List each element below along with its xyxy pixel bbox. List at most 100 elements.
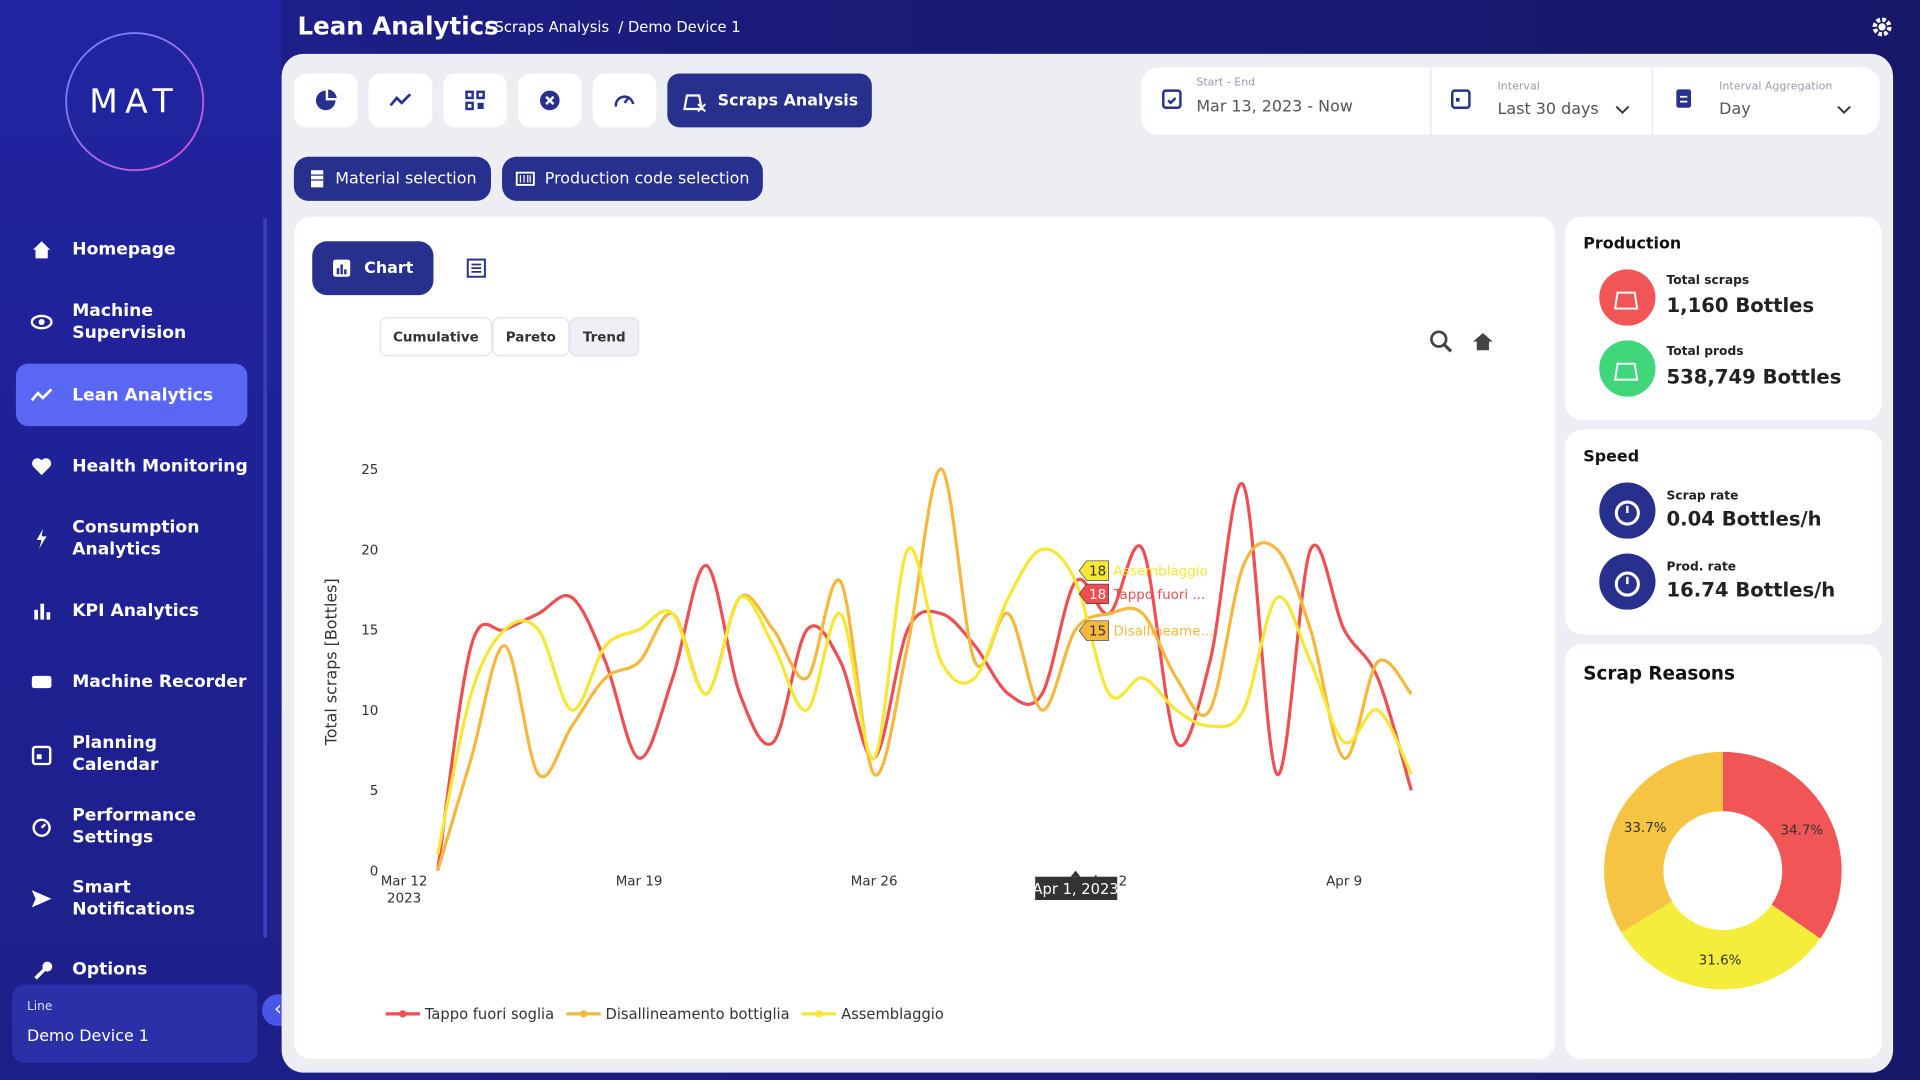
pie-label: 34.7% <box>1780 823 1823 838</box>
selector-button[interactable]: Material selection <box>293 156 492 201</box>
menu-item[interactable]: Performance Settings <box>16 796 247 857</box>
icon <box>31 675 52 689</box>
dropdown-icon[interactable] <box>1614 104 1631 116</box>
menu-item[interactable]: Planning Calendar <box>16 724 247 785</box>
stat-value: 1,160 Bottles <box>1666 293 1815 318</box>
hover-label: Assemblaggio <box>1114 565 1208 580</box>
icon <box>310 170 324 188</box>
reset-icon[interactable] <box>1471 329 1495 353</box>
menu-label: KPI Analytics <box>72 601 199 621</box>
mode-button[interactable]: Cumulative <box>379 317 493 357</box>
tab-button[interactable] <box>293 73 358 128</box>
logo-ring <box>65 32 205 172</box>
settings-icon[interactable] <box>1871 16 1893 38</box>
x-tick-label: Mar 26 <box>851 874 898 889</box>
divider <box>1430 67 1432 135</box>
x-tick-label: Mar 12 2023 <box>381 874 428 906</box>
breadcrumb[interactable]: / Scraps Analysis <box>484 18 610 36</box>
pie-slice <box>1722 751 1842 939</box>
y-axis-title: Total scraps [Bottles] <box>322 578 341 746</box>
menu-item[interactable]: Machine Recorder <box>16 651 247 712</box>
menu-label: Machine Supervision <box>72 301 187 343</box>
pie-label: 33.7% <box>1624 821 1667 836</box>
tab-button[interactable] <box>592 73 657 128</box>
tab-button[interactable] <box>443 73 507 128</box>
view-tab-active[interactable]: Chart <box>312 241 434 296</box>
menu-label: Performance Settings <box>72 805 197 848</box>
series-line <box>436 546 1413 855</box>
tab-button-active[interactable]: Scraps Analysis <box>667 73 872 128</box>
hover-label: Tappo fuori ... <box>1113 588 1206 603</box>
filter-value[interactable]: Mar 13, 2023 - Now <box>1196 97 1353 117</box>
icon <box>333 259 351 277</box>
logo-text: MAT <box>89 82 180 121</box>
tab-button[interactable] <box>368 73 433 128</box>
icon <box>34 961 53 980</box>
y-tick-label: 0 <box>370 865 379 880</box>
filter-label: Start - End <box>1196 77 1256 90</box>
tab-label: Scraps Analysis <box>717 91 859 110</box>
x-tick-label: Apr 9 <box>1326 874 1362 889</box>
hover-x-box <box>1035 876 1118 901</box>
menu-item[interactable]: Machine Supervision <box>16 291 247 352</box>
hover-x-label: Apr 1, 2023 <box>1033 881 1119 898</box>
stat-label: Prod. rate <box>1666 560 1737 575</box>
menu-item[interactable]: Homepage <box>16 219 247 280</box>
mode-button[interactable]: Pareto <box>492 317 570 357</box>
icon <box>31 890 52 908</box>
dropdown-icon[interactable] <box>1836 104 1853 116</box>
icon <box>315 89 337 111</box>
stat-value: 538,749 Bottles <box>1666 364 1842 389</box>
legend-label: Assemblaggio <box>841 1006 944 1023</box>
series-line <box>436 467 1413 872</box>
sidebar: MAT Homepage Machine Supervision Lean An… <box>0 0 282 1080</box>
table-view-icon[interactable] <box>465 257 487 279</box>
filter-value[interactable]: Last 30 days <box>1497 100 1599 119</box>
logo: MAT <box>65 32 205 172</box>
icon <box>33 241 51 259</box>
menu-item[interactable]: Consumption Analytics <box>16 508 247 569</box>
card-title: Speed <box>1583 448 1640 467</box>
zoom-icon[interactable] <box>1429 329 1453 353</box>
menu-item[interactable]: Options <box>16 939 247 1000</box>
series-line <box>436 482 1413 871</box>
y-tick-label: 5 <box>370 784 379 799</box>
icon <box>1162 89 1182 109</box>
hover-value: 15 <box>1089 625 1106 640</box>
label-line: 2023 <box>387 891 421 906</box>
icon <box>389 93 412 107</box>
legend-label: Tappo fuori soglia <box>424 1006 554 1023</box>
icon <box>31 745 52 766</box>
menu-item[interactable]: KPI Analytics <box>16 580 247 641</box>
stat-icon <box>1599 269 1656 326</box>
menu-item[interactable]: Smart Notifications <box>16 868 247 929</box>
breadcrumb[interactable]: / Demo Device 1 <box>618 18 741 36</box>
menu-item[interactable]: Lean Analytics <box>15 363 248 427</box>
line-selector[interactable]: Line Demo Device 1 <box>12 984 258 1063</box>
legend-swatch-dot <box>579 1010 588 1018</box>
stat-icon <box>1599 340 1656 397</box>
y-tick-label: 25 <box>361 463 378 478</box>
filter-label: Interval <box>1497 80 1540 94</box>
selector-button[interactable]: Production code selection <box>502 156 763 201</box>
hover-x-caret <box>1070 870 1081 877</box>
hover-value: 18 <box>1089 588 1106 603</box>
legend-swatch-dot <box>815 1010 823 1018</box>
pie-slice <box>1604 751 1723 933</box>
selector-label: Production code selection <box>544 169 750 188</box>
menu-label: Lean Analytics <box>72 385 214 405</box>
stat-value: 16.74 Bottles/h <box>1666 577 1836 602</box>
card-title: Production <box>1583 235 1682 254</box>
pie-label: 31.6% <box>1699 954 1742 969</box>
mode-button[interactable]: Trend <box>569 317 640 357</box>
legend-label: Disallineamento bottiglia <box>606 1006 790 1023</box>
filter-value[interactable]: Day <box>1719 100 1751 119</box>
menu-item[interactable]: Health Monitoring <box>16 436 248 497</box>
divider <box>1651 67 1654 135</box>
view-tab-label: Chart <box>364 258 414 278</box>
tab-button[interactable] <box>517 73 582 128</box>
icon <box>1676 89 1692 108</box>
